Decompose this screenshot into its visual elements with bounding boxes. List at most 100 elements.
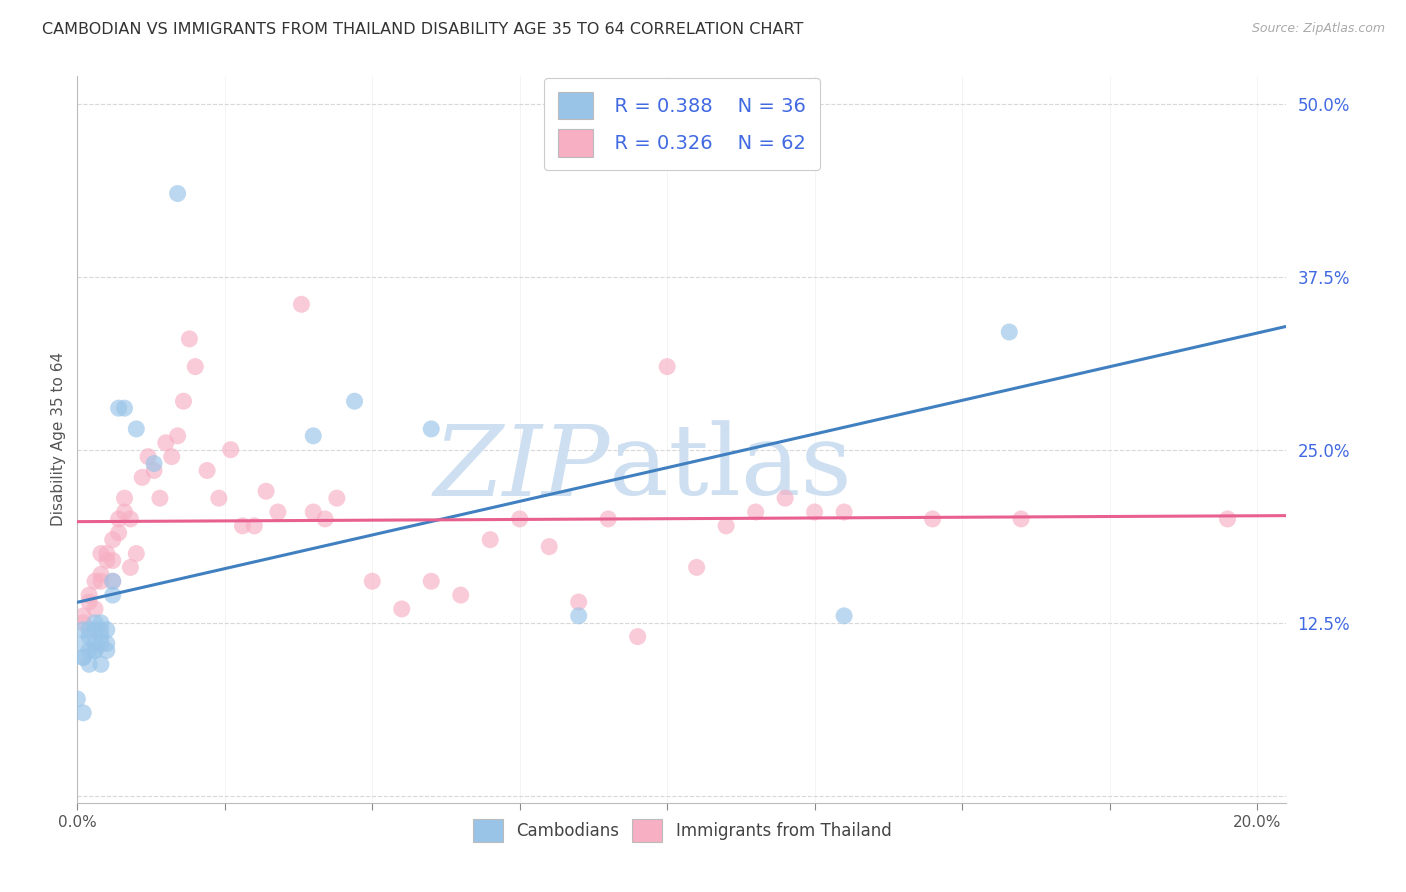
Point	[155, 435, 177, 450]
Point	[598, 512, 620, 526]
Point	[90, 547, 112, 561]
Point	[72, 636, 94, 650]
Point	[120, 560, 142, 574]
Point	[77, 643, 100, 657]
Point	[72, 650, 94, 665]
Point	[254, 484, 277, 499]
Text: CAMBODIAN VS IMMIGRANTS FROM THAILAND DISABILITY AGE 35 TO 64 CORRELATION CHART: CAMBODIAN VS IMMIGRANTS FROM THAILAND DI…	[42, 22, 804, 37]
Point	[101, 553, 124, 567]
Point	[243, 519, 266, 533]
Point	[184, 359, 207, 374]
Point	[998, 325, 1021, 339]
Point	[84, 602, 107, 616]
Point	[77, 623, 100, 637]
Point	[314, 512, 336, 526]
Y-axis label: Disability Age 35 to 64: Disability Age 35 to 64	[51, 352, 66, 526]
Point	[290, 297, 312, 311]
Point	[72, 615, 94, 630]
Point	[568, 608, 591, 623]
Point	[509, 512, 531, 526]
Point	[231, 519, 253, 533]
Point	[90, 636, 112, 650]
Point	[921, 512, 943, 526]
Point	[90, 630, 112, 644]
Point	[120, 512, 142, 526]
Point	[832, 608, 855, 623]
Point	[143, 457, 166, 471]
Point	[90, 615, 112, 630]
Point	[343, 394, 366, 409]
Point	[450, 588, 472, 602]
Point	[166, 186, 188, 201]
Point	[77, 630, 100, 644]
Point	[90, 574, 112, 589]
Point	[420, 574, 443, 589]
Point	[77, 657, 100, 672]
Point	[166, 429, 188, 443]
Point	[101, 574, 124, 589]
Point	[267, 505, 290, 519]
Point	[96, 636, 118, 650]
Point	[361, 574, 384, 589]
Point	[326, 491, 349, 505]
Point	[803, 505, 825, 519]
Point	[96, 623, 118, 637]
Point	[84, 636, 107, 650]
Point	[96, 547, 118, 561]
Point	[114, 505, 136, 519]
Point	[149, 491, 172, 505]
Point	[84, 574, 107, 589]
Point	[72, 623, 94, 637]
Legend: Cambodians, Immigrants from Thailand: Cambodians, Immigrants from Thailand	[465, 812, 898, 849]
Point	[1010, 512, 1032, 526]
Point	[77, 588, 100, 602]
Point	[107, 512, 129, 526]
Point	[685, 560, 707, 574]
Point	[302, 505, 325, 519]
Point	[107, 401, 129, 416]
Point	[101, 533, 124, 547]
Point	[84, 615, 107, 630]
Point	[195, 463, 218, 477]
Point	[136, 450, 159, 464]
Point	[90, 567, 112, 582]
Point	[101, 588, 124, 602]
Point	[160, 450, 183, 464]
Point	[125, 547, 148, 561]
Point	[84, 643, 107, 657]
Point	[96, 643, 118, 657]
Point	[131, 470, 153, 484]
Point	[143, 463, 166, 477]
Point	[72, 706, 94, 720]
Point	[72, 650, 94, 665]
Point	[72, 608, 94, 623]
Point	[90, 657, 112, 672]
Point	[714, 519, 737, 533]
Point	[114, 491, 136, 505]
Point	[114, 401, 136, 416]
Point	[173, 394, 195, 409]
Point	[77, 595, 100, 609]
Text: Source: ZipAtlas.com: Source: ZipAtlas.com	[1251, 22, 1385, 36]
Point	[479, 533, 502, 547]
Point	[627, 630, 650, 644]
Point	[101, 574, 124, 589]
Point	[179, 332, 201, 346]
Point	[219, 442, 242, 457]
Point	[125, 422, 148, 436]
Point	[96, 553, 118, 567]
Point	[208, 491, 231, 505]
Point	[568, 595, 591, 609]
Point	[773, 491, 796, 505]
Point	[420, 422, 443, 436]
Point	[84, 643, 107, 657]
Text: ZIP: ZIP	[433, 421, 609, 516]
Point	[84, 623, 107, 637]
Point	[90, 623, 112, 637]
Point	[391, 602, 413, 616]
Point	[302, 429, 325, 443]
Point	[538, 540, 561, 554]
Point	[107, 525, 129, 540]
Point	[832, 505, 855, 519]
Point	[66, 692, 89, 706]
